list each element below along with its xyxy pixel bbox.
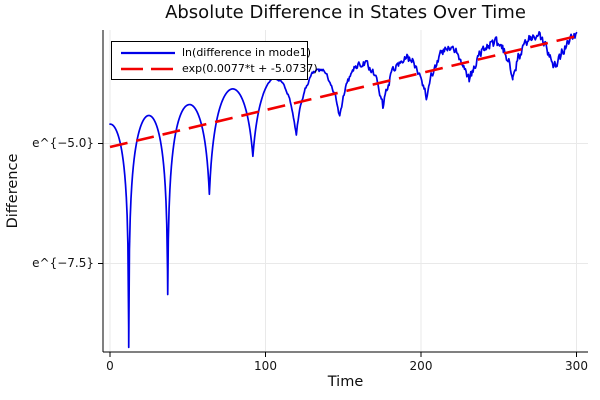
x-axis-label: Time [327, 374, 364, 390]
y-tick-label: e^{−5.0} [32, 135, 94, 150]
legend-red-dashed-line-icon [121, 67, 175, 70]
x-tick-label-100: 100 [254, 359, 277, 373]
x-tick-label-300: 300 [565, 359, 588, 373]
x-tick-label-200: 200 [409, 359, 433, 373]
legend-blue-line-icon [121, 51, 175, 54]
legend-entry-blue: ln(difference in mode1) [118, 45, 311, 61]
legend-label-blue: ln(difference in mode1) [182, 46, 312, 59]
legend-label-red: exp(0.0077*t + -5.0737) [182, 62, 318, 75]
legend: ln(difference in mode1) exp(0.0077*t + -… [111, 41, 318, 80]
legend-entry-red: exp(0.0077*t + -5.0737) [118, 61, 318, 77]
x-tick-label-0: 0 [106, 359, 114, 373]
y-tick-label: e^{−7.5} [32, 255, 94, 270]
chart-title: Absolute Difference in States Over Time [165, 2, 526, 23]
